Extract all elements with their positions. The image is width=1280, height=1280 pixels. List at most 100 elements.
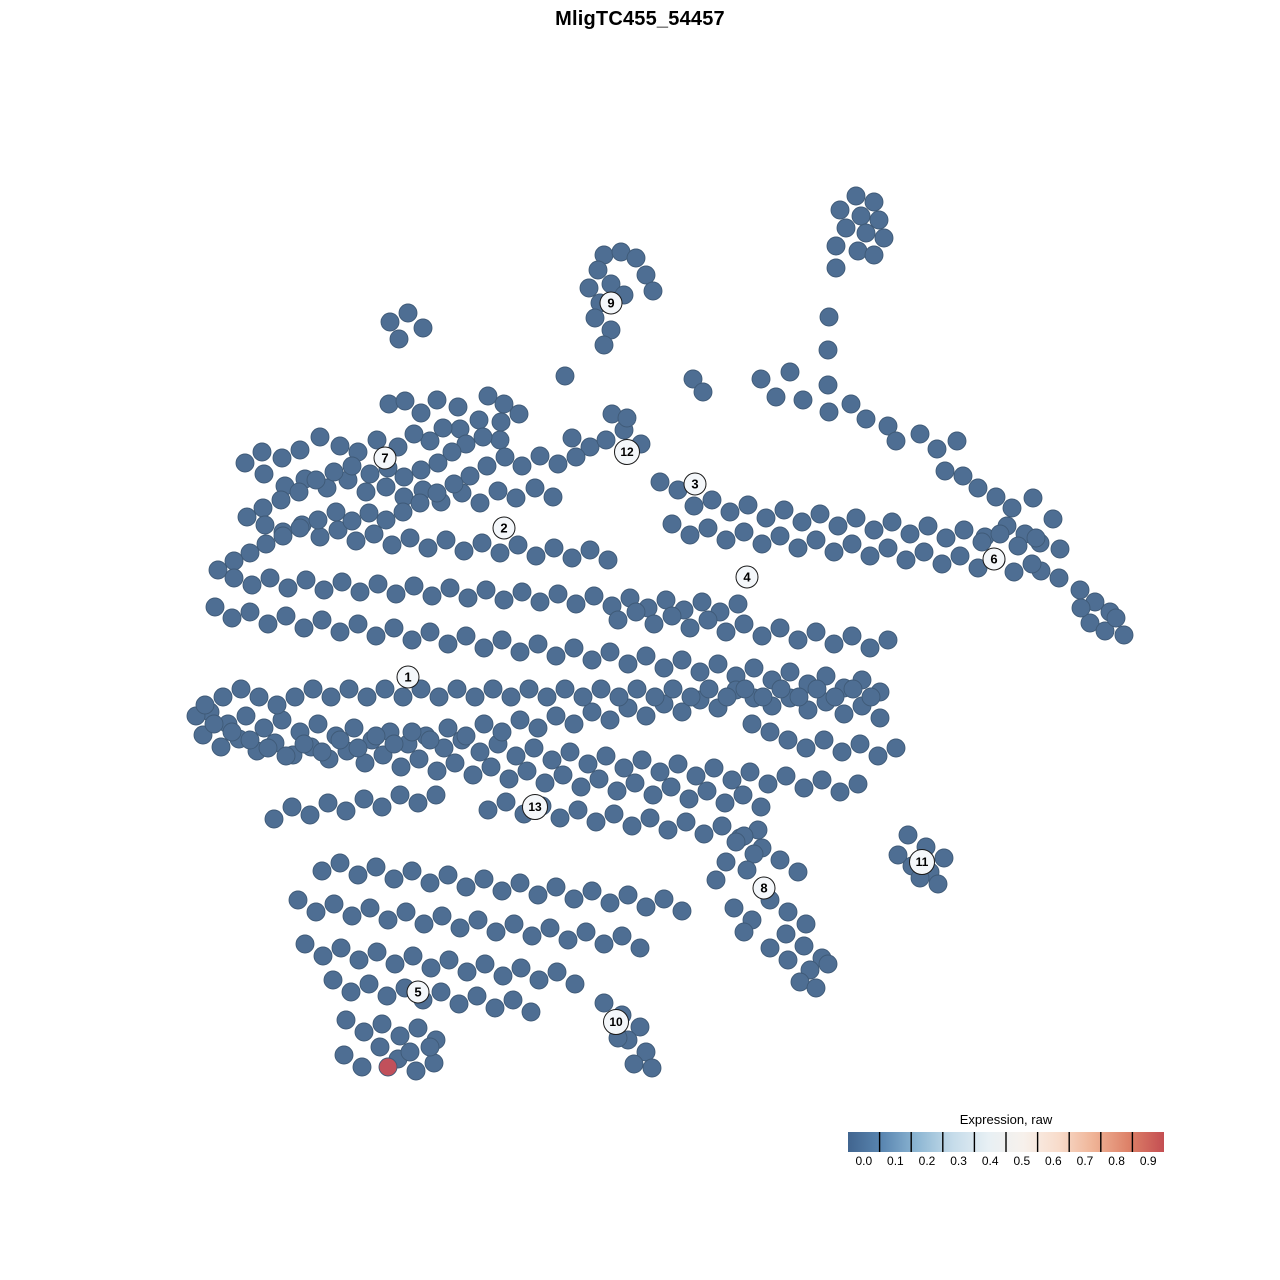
cluster-label-10[interactable]: 10 [603, 1009, 629, 1035]
cluster-label-9[interactable]: 9 [599, 291, 623, 315]
cluster-label-7[interactable]: 7 [373, 446, 397, 470]
scatter-point [348, 865, 368, 885]
cluster-label-11[interactable]: 11 [909, 849, 935, 875]
scatter-point [426, 785, 446, 805]
scatter-point [868, 746, 888, 766]
scatter-point [927, 439, 947, 459]
scatter-point [830, 200, 850, 220]
scatter-point [310, 427, 330, 447]
scatter-point [429, 687, 449, 707]
scatter-point [440, 578, 460, 598]
scatter-point [402, 630, 422, 650]
scatter-point [832, 742, 852, 762]
scatter-point [864, 192, 884, 212]
scatter-point [376, 510, 396, 530]
scatter-point [204, 714, 224, 734]
scatter-point [428, 453, 448, 473]
scatter-point [566, 447, 586, 467]
scatter-point [935, 461, 955, 481]
cluster-label-1[interactable]: 1 [396, 665, 420, 689]
scatter-point [579, 278, 599, 298]
scatter-point [521, 1002, 541, 1022]
scatter-point [656, 590, 676, 610]
scatter-point [699, 679, 719, 699]
scatter-point [331, 938, 351, 958]
scatter-point [780, 662, 800, 682]
scatter-point [314, 580, 334, 600]
cluster-label-5[interactable]: 5 [406, 980, 430, 1004]
scatter-point [456, 626, 476, 646]
scatter-point [240, 730, 260, 750]
scatter-point [195, 695, 215, 715]
scatter-point [1070, 580, 1090, 600]
colorbar-tick-label: 0.6 [1045, 1154, 1062, 1168]
scatter-point [856, 409, 876, 429]
cluster-label-12[interactable]: 12 [614, 439, 640, 465]
scatter-point [420, 431, 440, 451]
scatter-point [267, 695, 287, 715]
scatter-point [744, 844, 764, 864]
cluster-label-4[interactable]: 4 [735, 565, 759, 589]
scatter-point [439, 950, 459, 970]
scatter-point [354, 789, 374, 809]
scatter-point [728, 594, 748, 614]
scatter-point [645, 687, 665, 707]
scatter-point [546, 646, 566, 666]
scatter-point [339, 679, 359, 699]
scatter-point [848, 241, 868, 261]
scatter-point [354, 1022, 374, 1042]
scatter-point [436, 530, 456, 550]
scatter-point [851, 206, 871, 226]
scatter-point [934, 848, 954, 868]
scatter-point [650, 472, 670, 492]
scatter-point [222, 722, 242, 742]
scatter-point [737, 860, 757, 880]
scatter-point [627, 679, 647, 699]
colorbar-tick-label: 0.7 [1076, 1154, 1094, 1168]
scatter-point [276, 746, 296, 766]
scatter-point [1022, 554, 1042, 574]
scatter-point [432, 906, 452, 926]
scatter-point [752, 534, 772, 554]
scatter-point [600, 710, 620, 730]
scatter-point [240, 602, 260, 622]
scatter-point [408, 793, 428, 813]
scatter-point [540, 918, 560, 938]
cluster-label-3[interactable]: 3 [683, 472, 707, 496]
scatter-point [522, 926, 542, 946]
scatter-point [886, 431, 906, 451]
scatter-point [409, 749, 429, 769]
scatter-point [856, 223, 876, 243]
scatter-point [886, 738, 906, 758]
scatter-point [390, 1026, 410, 1046]
colorbar-tick-label: 0.1 [887, 1154, 904, 1168]
scatter-point [814, 730, 834, 750]
scatter-point [898, 825, 918, 845]
scatter-point [986, 487, 1006, 507]
scatter-point [546, 706, 566, 726]
cluster-label-2[interactable]: 2 [492, 516, 516, 540]
scatter-point [525, 478, 545, 498]
scatter-point [321, 687, 341, 707]
scatter-point [529, 970, 549, 990]
cluster-label-8[interactable]: 8 [752, 876, 776, 900]
scatter-point [770, 850, 790, 870]
scatter-point [796, 914, 816, 934]
cluster-label-13[interactable]: 13 [522, 794, 548, 820]
scatter-point [236, 706, 256, 726]
scatter-point [780, 362, 800, 382]
scatter-point [271, 490, 291, 510]
scatter-point [390, 785, 410, 805]
scatter-point [326, 502, 346, 522]
scatter-point [588, 260, 608, 280]
cluster-label-6[interactable]: 6 [982, 547, 1006, 571]
scatter-point [843, 679, 863, 699]
scatter-point [300, 805, 320, 825]
scatter-point [278, 578, 298, 598]
scatter-point [864, 245, 884, 265]
scatter-point [332, 572, 352, 592]
scatter-point [585, 308, 605, 328]
scatter-point [492, 722, 512, 742]
scatter-point [870, 708, 890, 728]
scatter-point [698, 610, 718, 630]
